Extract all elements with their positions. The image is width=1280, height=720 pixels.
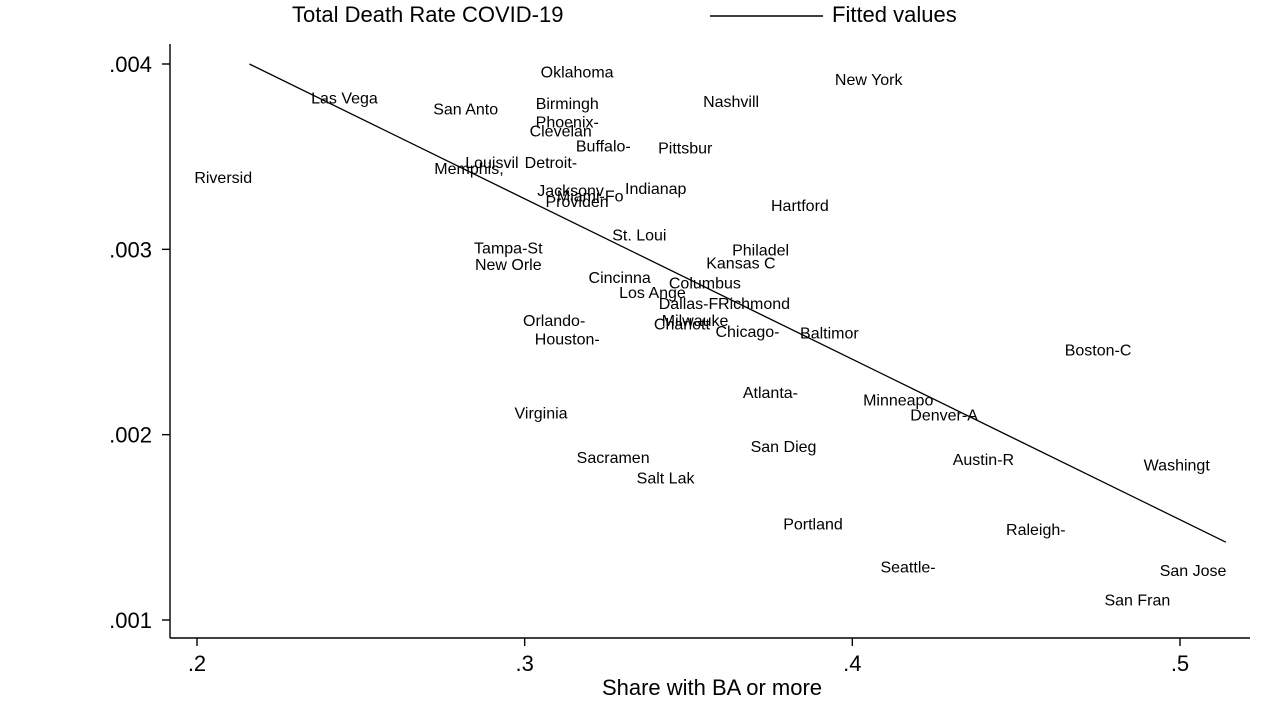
point-label: Cincinna <box>589 270 651 287</box>
point-label: Riversid <box>194 170 252 187</box>
point-label: Los Ange <box>619 285 686 302</box>
y-tick-label: .003 <box>109 237 152 262</box>
legend: Total Death Rate COVID-19 Fitted values <box>292 2 957 27</box>
point-label: Pittsbur <box>658 140 713 157</box>
point-label: Orlando- <box>523 313 585 330</box>
legend-label-fitted-values: Fitted values <box>832 2 957 27</box>
point-label: Baltimor <box>800 326 859 343</box>
point-label: Louisvil <box>465 155 518 172</box>
point-label: San Anto <box>433 101 498 118</box>
point-label: Houston- <box>535 331 600 348</box>
y-tick-label: .004 <box>109 52 152 77</box>
point-label: Chicago- <box>715 324 779 341</box>
point-label: Providen <box>546 194 609 211</box>
point-label: San Fran <box>1104 593 1170 610</box>
x-tick-label: .2 <box>188 651 206 676</box>
point-label: Washingt <box>1144 457 1211 474</box>
point-label: Denver-A <box>910 407 978 424</box>
point-label: Phoenix- <box>536 114 599 131</box>
point-label: St. Loui <box>612 228 666 245</box>
x-tick-label: .3 <box>515 651 533 676</box>
y-tick-label: .001 <box>109 608 152 633</box>
point-label: Detroit- <box>525 155 577 172</box>
point-label: Portland <box>783 517 843 534</box>
point-label: Sacramen <box>577 450 650 467</box>
legend-label-death-rate: Total Death Rate COVID-19 <box>292 2 563 27</box>
point-label: San Jose <box>1160 563 1227 580</box>
x-tick-label: .4 <box>843 651 861 676</box>
point-label: Dallas-F <box>659 296 719 313</box>
point-label: Oklahoma <box>541 64 614 81</box>
point-label: Salt Lak <box>637 470 696 487</box>
point-label: Atlanta- <box>743 385 798 402</box>
point-label: Richmond <box>718 296 790 313</box>
point-label: Birmingh <box>536 96 599 113</box>
point-label: Austin-R <box>953 452 1014 469</box>
x-tick-label: .5 <box>1171 651 1189 676</box>
point-label: Seattle- <box>880 559 935 576</box>
point-label: Las Vega <box>311 90 378 107</box>
point-label: Virginia <box>515 405 568 422</box>
point-label: Jacksonv <box>537 183 604 200</box>
x-axis-title: Share with BA or more <box>602 675 822 700</box>
point-label: New Orle <box>475 257 542 274</box>
point-label: Nashvill <box>703 94 759 111</box>
point-label: Miami-Fo <box>557 189 624 206</box>
point-label: Milwauke <box>662 313 729 330</box>
point-label: Charlott <box>654 316 711 333</box>
fitted-values-line <box>249 63 1227 543</box>
point-label: Indianap <box>625 181 686 198</box>
tick-group: .2 .3 .4 .5 .001 .002 .003 .004 <box>109 52 1189 676</box>
point-label: Raleigh- <box>1006 522 1066 539</box>
point-label: Boston-C <box>1065 342 1132 359</box>
point-label: Columbus <box>669 276 741 293</box>
point-label: Hartford <box>771 198 829 215</box>
point-label: Buffalo- <box>576 139 631 156</box>
point-label: New York <box>835 72 904 89</box>
point-label: Kansas C <box>706 255 775 272</box>
point-label: San Dieg <box>751 439 817 456</box>
y-tick-label: .002 <box>109 423 152 448</box>
point-label-group: Oklahoma New York Las Vega San Anto Birmingh… <box>194 64 1226 609</box>
point-label: Philadel <box>732 242 789 259</box>
axes <box>169 44 1250 639</box>
point-label: Clevelan <box>530 124 592 141</box>
point-label: Minneapo <box>863 392 933 409</box>
fitted-line-group <box>249 63 1227 543</box>
point-label: Memphis, <box>434 161 503 178</box>
point-label: Tampa-St <box>474 240 543 257</box>
